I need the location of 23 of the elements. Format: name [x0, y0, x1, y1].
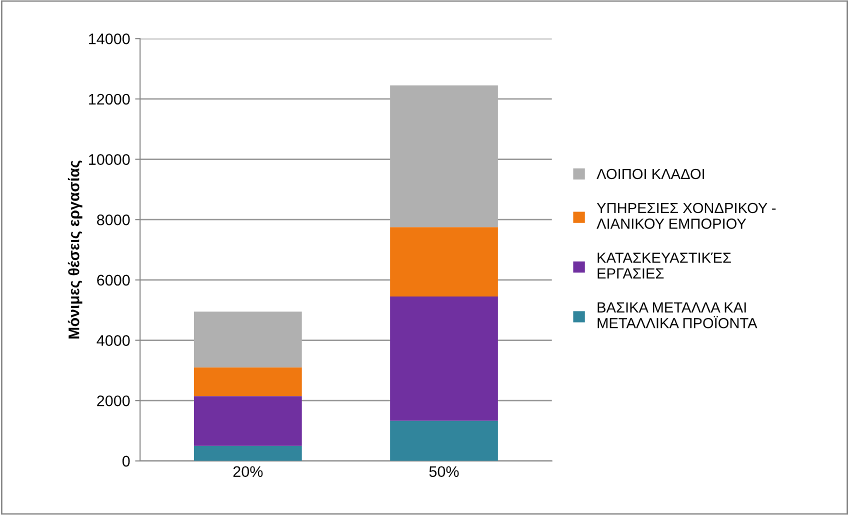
x-tick-label: 20%	[233, 466, 263, 478]
bar	[390, 85, 498, 228]
y-axis-title: Μόνιμες θέσεις εργασίας	[68, 160, 82, 338]
bar	[390, 227, 498, 297]
bar	[194, 312, 302, 368]
y-tick-label: 4000	[96, 335, 130, 346]
y-tick-label: 10000	[89, 154, 130, 165]
x-tick-label: 50%	[429, 466, 459, 478]
bar	[390, 420, 498, 461]
legend-label: ΛΟΙΠΟΙ ΚΛΑΔΟΙ	[596, 168, 704, 180]
bar	[390, 296, 498, 421]
y-tick-label: 8000	[97, 214, 130, 226]
y-tick-label: 12000	[89, 94, 130, 105]
y-tick-label: 14000	[89, 33, 130, 44]
bar	[194, 367, 302, 396]
bar	[194, 446, 302, 461]
y-tick-label: 2000	[97, 395, 130, 406]
legend-label: ΚΑΤΑΣΚΕΥΑΣΤΙΚΈΣ ΕΡΓΑΣΙΕΣ	[598, 252, 731, 278]
bar	[194, 396, 302, 446]
y-tick-label: 0	[122, 456, 130, 467]
y-tick-label: 6000	[97, 274, 130, 286]
legend-label: ΥΠΗΡΕΣΙΕΣ ΧΟΝΔΡΙΚΟΥ - ΛΙΑΝΙΚΟΥ ΕΜΠΟΡΙΟΥ	[596, 202, 776, 229]
legend-label: ΒΑΣΙΚΑ ΜΕΤΑΛΛΑ ΚΑΙ ΜΕΤΑΛΛΙΚΑ ΠΡΟΪΟΝΤΑ	[598, 302, 758, 328]
